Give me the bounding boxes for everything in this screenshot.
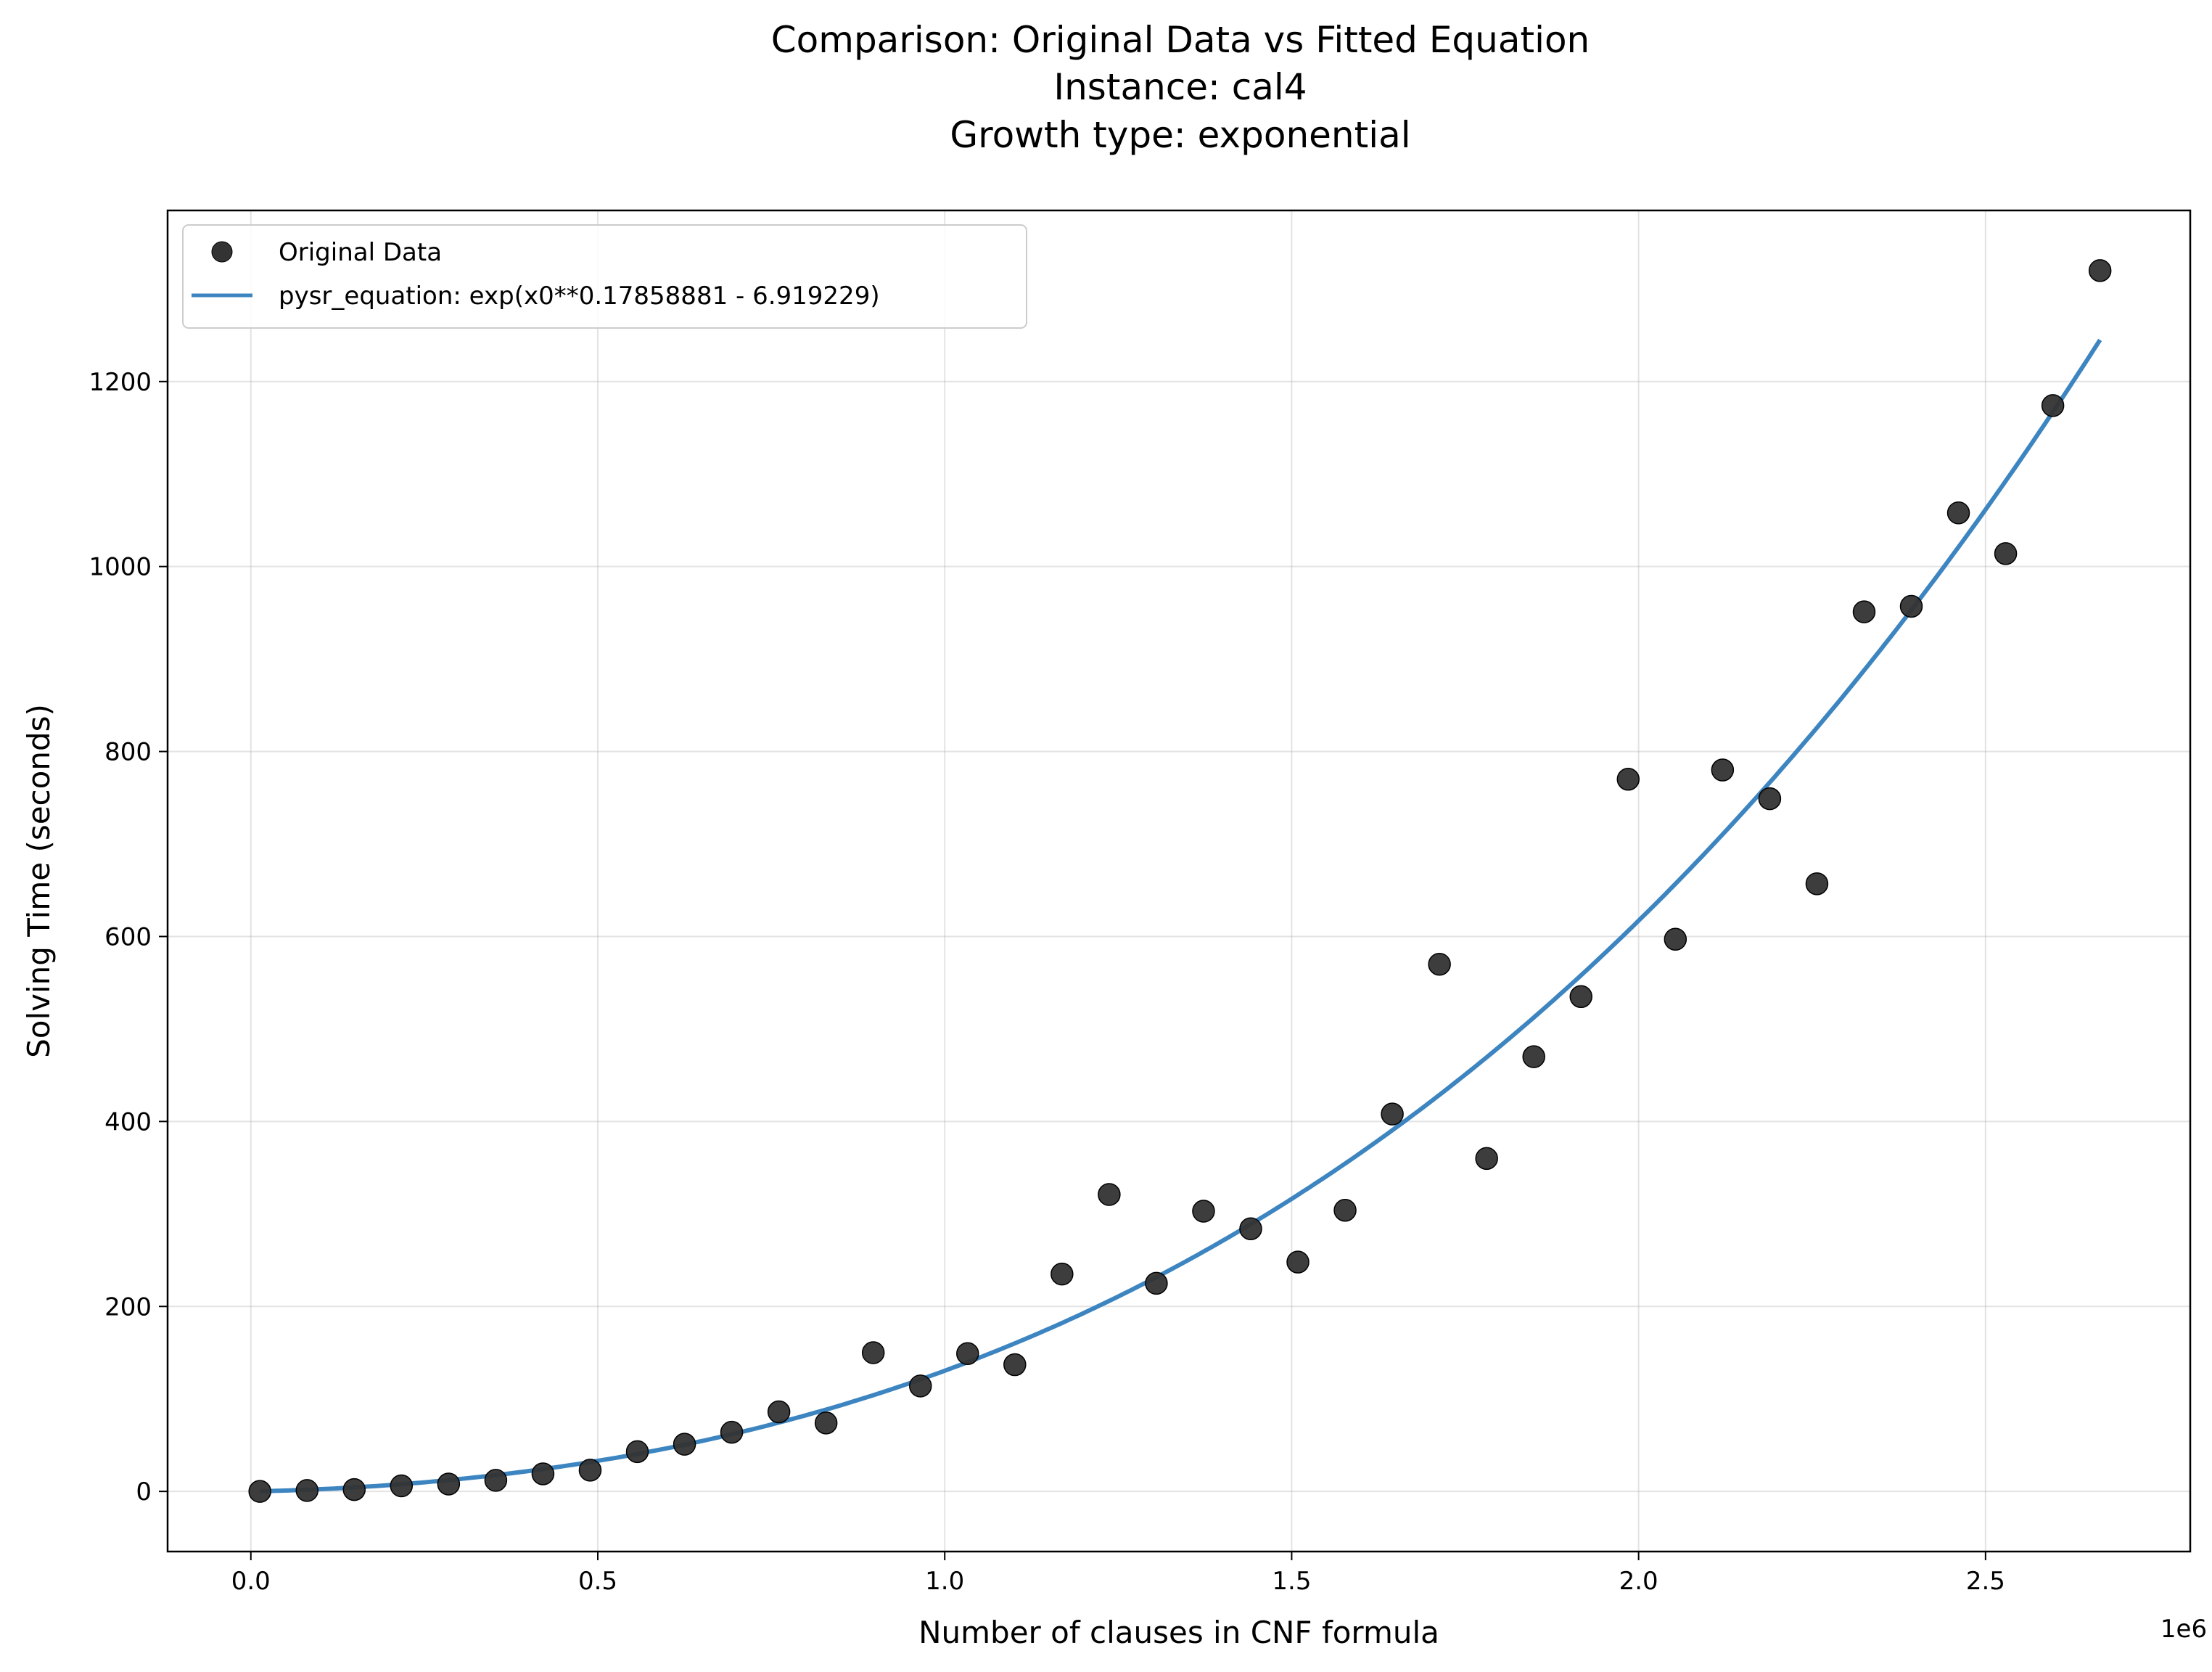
data-point: [625, 1440, 649, 1464]
data-point: [1569, 985, 1593, 1009]
data-point: [295, 1479, 318, 1502]
x-tick-label: 1.5: [1272, 1567, 1311, 1596]
data-point: [578, 1459, 602, 1482]
data-point: [1239, 1217, 1262, 1240]
x-tick-label: 2.0: [1619, 1567, 1658, 1596]
y-tick-label: 200: [104, 1292, 152, 1321]
y-axis-label: Solving Time (seconds): [21, 704, 57, 1058]
data-point: [1664, 927, 1687, 951]
data-point: [1192, 1200, 1215, 1223]
x-axis-offset-label: 1e6: [2160, 1615, 2207, 1644]
legend-box: [182, 224, 1027, 329]
chart-title: Comparison: Original Data vs Fitted Equa…: [771, 19, 1590, 156]
data-point: [437, 1472, 461, 1496]
x-axis-label: Number of clauses in CNF formula: [918, 1615, 1439, 1650]
legend-marker-original-data: [211, 241, 233, 263]
data-point: [248, 1480, 271, 1503]
fitted-equation-layer: [260, 338, 2102, 1493]
data-point: [531, 1462, 555, 1485]
fitted-equation-line: [260, 338, 2102, 1493]
data-point: [1051, 1262, 1074, 1286]
title-line-1: Comparison: Original Data vs Fitted Equa…: [771, 19, 1590, 61]
x-axis-ticks: 0.0 0.5 1.0 1.5 2.0 2.5: [231, 1552, 2005, 1596]
y-tick-label: 1200: [89, 368, 152, 397]
data-point: [1145, 1271, 1168, 1295]
data-point: [1852, 600, 1876, 623]
x-tick-label: 0.0: [231, 1567, 271, 1596]
data-point: [1758, 787, 1782, 811]
data-point: [767, 1400, 791, 1424]
data-point: [484, 1469, 508, 1492]
data-point: [908, 1374, 932, 1398]
data-point: [1333, 1198, 1357, 1222]
y-tick-label: 0: [136, 1478, 152, 1507]
data-point: [1381, 1102, 1404, 1126]
data-point: [1003, 1353, 1027, 1377]
data-point: [1711, 758, 1735, 782]
data-point: [1994, 542, 2018, 565]
plot-area-frame: [166, 209, 2192, 1553]
data-point: [1428, 952, 1451, 976]
data-point: [1899, 594, 1923, 618]
y-tick-label: 800: [104, 738, 152, 767]
data-point: [1475, 1147, 1498, 1171]
y-tick-label: 1000: [89, 553, 152, 582]
title-line-3: Growth type: exponential: [950, 114, 1410, 156]
legend-label-fitted-equation: pysr_equation: exp(x0**0.17858881 - 6.91…: [279, 282, 880, 311]
x-tick-label: 0.5: [578, 1567, 617, 1596]
data-point: [673, 1433, 696, 1456]
data-point: [1098, 1183, 1121, 1206]
data-point: [1286, 1250, 1309, 1274]
original-data-layer: [248, 259, 2112, 1503]
data-point: [720, 1420, 744, 1444]
data-point: [1805, 872, 1829, 896]
x-tick-label: 2.5: [1966, 1567, 2005, 1596]
x-tick-label: 1.0: [925, 1567, 964, 1596]
legend: Original Data pysr_equation: exp(x0**0.1…: [182, 224, 1027, 329]
y-tick-label: 600: [104, 922, 152, 951]
data-point: [861, 1341, 885, 1364]
grid: [168, 210, 2190, 1552]
legend-label-original-data: Original Data: [279, 238, 442, 267]
data-point: [814, 1411, 838, 1435]
data-point: [342, 1478, 366, 1501]
y-tick-label: 400: [104, 1107, 152, 1136]
y-axis-ticks: 0 200 400 600 800 1000 1200: [89, 368, 168, 1507]
data-point: [1946, 501, 1970, 525]
data-point: [390, 1474, 414, 1498]
data-point: [2041, 394, 2065, 417]
data-point: [2088, 259, 2112, 282]
title-line-2: Instance: cal4: [1053, 66, 1307, 108]
data-point: [1616, 768, 1640, 791]
data-point: [1522, 1045, 1545, 1068]
data-point: [956, 1342, 979, 1366]
